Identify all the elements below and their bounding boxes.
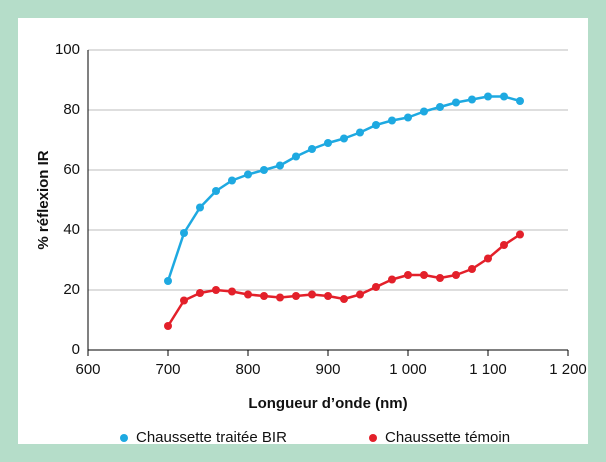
panel [18,18,588,444]
legend-marker [369,434,377,442]
data-point [196,203,204,212]
data-point [180,296,188,305]
data-point [164,277,172,285]
x-tick-label: 1 200 [549,361,587,378]
y-tick-label: 80 [63,101,80,118]
data-point [468,95,476,104]
legend-marker [120,434,128,442]
x-tick-label: 900 [315,361,340,378]
data-point [244,170,252,179]
x-tick-label: 1 000 [389,361,427,378]
x-tick-label: 1 100 [469,361,507,378]
data-point [452,271,460,279]
data-point [484,92,492,101]
data-point [324,292,332,300]
data-point [516,230,524,239]
data-point [356,128,364,137]
data-point [196,289,204,297]
data-point [516,97,524,105]
data-point [244,290,252,299]
y-tick-label: 20 [63,281,80,298]
data-point [212,187,220,195]
data-point [436,103,444,111]
legend-label: Chaussette traitée BIR [136,429,287,446]
data-point [404,271,412,279]
data-point [388,116,396,125]
data-point [292,152,300,161]
data-point [260,292,268,300]
data-point [276,293,284,302]
data-point [340,134,348,143]
x-tick-label: 800 [235,361,260,378]
data-point [372,283,380,291]
data-point [308,145,316,153]
data-point [372,121,380,129]
data-point [404,113,412,122]
y-tick-label: 100 [55,41,80,58]
y-tick-label: 60 [63,161,80,178]
x-tick-label: 600 [75,361,100,378]
data-point [420,107,428,116]
data-point [308,290,316,299]
x-axis-label: Longueur d’onde (nm) [248,395,407,412]
data-point [500,92,508,101]
data-point [356,290,364,299]
data-point [276,161,284,170]
x-tick-label: 700 [155,361,180,378]
data-point [228,287,236,296]
data-point [420,271,428,279]
data-point [260,166,268,174]
data-point [340,295,348,303]
data-point [484,254,492,263]
data-point [212,286,220,294]
data-point [164,322,172,330]
data-point [436,274,444,282]
data-point [468,265,476,273]
data-point [452,98,460,107]
data-point [292,292,300,300]
data-point [228,176,236,185]
data-point [324,139,332,147]
data-point [500,241,508,249]
y-tick-label: 40 [63,221,80,238]
data-point [180,229,188,237]
data-point [388,275,396,284]
y-tick-label: 0 [72,341,80,358]
legend-label: Chaussette témoin [385,429,510,446]
y-axis-label: % réflexion IR [35,150,52,249]
